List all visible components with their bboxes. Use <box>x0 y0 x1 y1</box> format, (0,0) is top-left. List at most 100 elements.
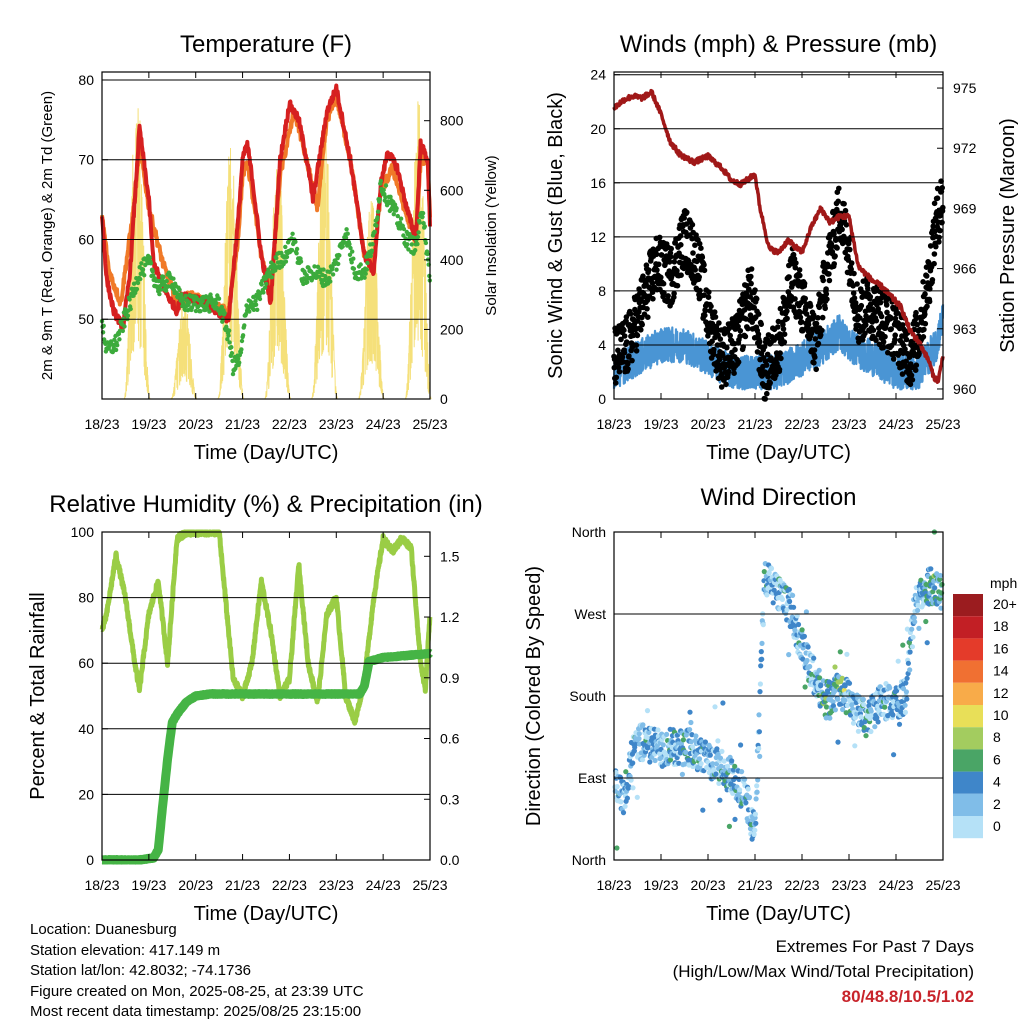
gust-series-point <box>912 367 919 374</box>
direction-point <box>907 667 913 673</box>
gust-series-point <box>634 332 641 339</box>
dewpoint-series-point <box>305 279 310 285</box>
y-tick-label: 8 <box>598 283 606 299</box>
gust-series-point <box>841 201 847 207</box>
dewpoint-series-point <box>298 259 304 264</box>
dewpoint-series-point <box>207 309 212 314</box>
gust-series-point <box>937 227 943 234</box>
gust-series-point <box>702 312 708 319</box>
dewpoint-series-point <box>284 254 290 260</box>
dewpoint-series-point <box>161 274 166 279</box>
gust-series-point <box>933 243 939 250</box>
gust-series-point <box>724 344 730 351</box>
legend-swatch <box>953 705 983 728</box>
x-tick-label: 23/23 <box>831 416 866 432</box>
dewpoint-series-point <box>423 240 429 246</box>
dewpoint-series-point <box>374 223 379 228</box>
gust-series-point <box>668 245 674 252</box>
direction-point <box>739 769 745 775</box>
x-tick-label: 22/23 <box>272 877 307 893</box>
x-tick-label: 21/23 <box>737 416 772 432</box>
x-tick-label: 22/23 <box>784 416 819 432</box>
dewpoint-series-point <box>315 264 321 269</box>
extremes-subtitle: (High/Low/Max Wind/Total Precipitation) <box>672 962 974 981</box>
legend-label: 12 <box>993 685 1009 701</box>
dewpoint-series-point <box>294 246 300 252</box>
extremes-values: 80/48.8/10.5/1.02 <box>841 987 974 1006</box>
direction-point <box>904 675 910 681</box>
legend-label: 2 <box>993 796 1001 812</box>
gust-series-point <box>717 336 724 342</box>
y2-tick-label: 200 <box>440 321 464 337</box>
gust-series-point <box>858 288 865 295</box>
direction-point <box>770 600 776 606</box>
latlon-text: Station lat/lon: 42.8032; -74.1736 <box>30 962 252 979</box>
direction-point <box>904 626 911 632</box>
gust-series-point <box>927 286 933 292</box>
gust-series-point <box>921 326 927 333</box>
y-tick-label: 40 <box>78 721 94 737</box>
y-tick-label: 20 <box>78 786 94 802</box>
direction-point <box>759 656 765 662</box>
legend-swatch <box>953 816 983 839</box>
gust-series-point <box>654 267 660 273</box>
dewpoint-series-point <box>198 309 203 314</box>
chart-title: Temperature (F) <box>180 31 352 58</box>
dewpoint-series-point <box>171 276 176 281</box>
direction-point <box>752 827 758 833</box>
direction-point <box>874 715 880 721</box>
y-tick-label: 80 <box>78 72 94 88</box>
gust-series-point <box>931 260 937 267</box>
y2-tick-label: 969 <box>953 200 977 216</box>
direction-point <box>787 598 793 605</box>
gust-series-point <box>708 303 714 310</box>
direction-point <box>679 771 686 778</box>
y-tick-label: 60 <box>78 231 94 247</box>
dewpoint-series-point <box>125 313 131 318</box>
x-tick-label: 23/23 <box>319 877 354 893</box>
solar-insolation-line <box>170 298 198 400</box>
gust-series-point <box>829 243 835 250</box>
direction-point <box>702 739 709 745</box>
gust-series-point <box>922 311 928 318</box>
created-text: Figure created on Mon, 2025-08-25, at 23… <box>30 982 364 1000</box>
dewpoint-series-point <box>290 231 295 236</box>
direction-point <box>909 644 916 650</box>
direction-point <box>915 602 921 609</box>
direction-point <box>844 651 850 657</box>
gust-series-point <box>776 366 783 373</box>
gust-series-point <box>618 336 624 343</box>
solar-insolation-line <box>311 141 338 400</box>
direction-point <box>840 706 846 713</box>
direction-point <box>924 640 930 646</box>
extremes-title: Extremes For Past 7 Days <box>775 937 974 956</box>
gust-series-point <box>815 315 821 321</box>
gust-series-point <box>658 274 664 281</box>
gust-series-point <box>831 231 837 237</box>
direction-point <box>860 696 866 703</box>
direction-point <box>752 811 759 817</box>
gust-series-point <box>737 333 743 340</box>
direction-point <box>720 700 726 706</box>
dewpoint-series-point <box>187 300 192 305</box>
x-axis-label: Time (Day/UTC) <box>194 442 339 464</box>
gust-series-point <box>819 314 826 321</box>
dewpoint-series-point <box>345 231 350 236</box>
gust-series-point <box>681 215 687 221</box>
direction-point <box>756 745 762 752</box>
legend-swatch <box>953 682 983 705</box>
gust-series-point <box>705 294 712 301</box>
y-tick-label: 20 <box>590 121 606 137</box>
solar-insolation-series <box>123 101 432 401</box>
direction-point <box>729 758 735 764</box>
direction-point <box>795 621 802 628</box>
gust-series-point <box>832 253 838 259</box>
dewpoint-series-point <box>420 214 425 220</box>
gust-series-point <box>850 290 857 296</box>
direction-point <box>902 709 909 716</box>
y2-tick-label: 975 <box>953 80 977 96</box>
direction-point <box>799 627 805 633</box>
direction-point <box>754 789 760 795</box>
gust-series-point <box>626 353 632 359</box>
dewpoint-series-point <box>229 345 234 350</box>
